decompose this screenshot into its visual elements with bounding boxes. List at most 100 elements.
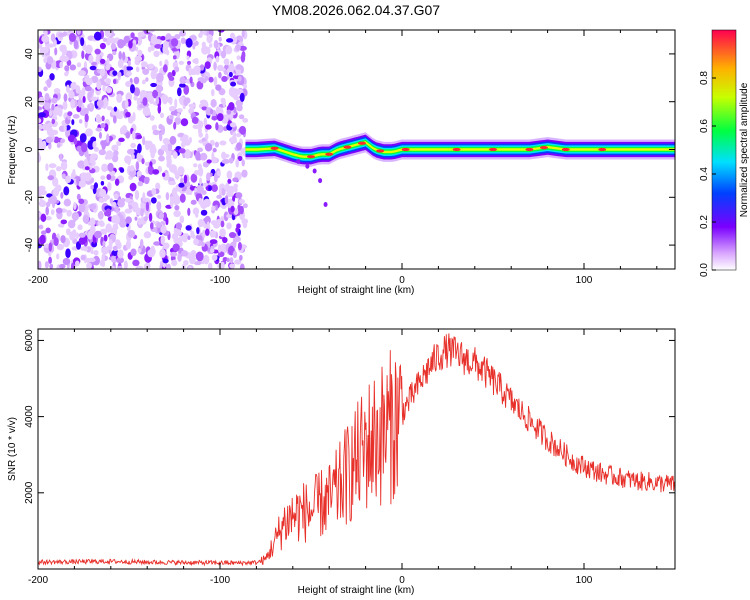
- spectrogram-noise-cell: [84, 246, 89, 252]
- spectrogram-noise-cell: [149, 222, 154, 230]
- spectrogram-noise-cell: [38, 118, 42, 124]
- spectrogram-noise-cell: [192, 124, 200, 129]
- spectrogram-noise-cell: [169, 96, 173, 106]
- spectrogram-noise-cell: [49, 263, 54, 269]
- spectrogram-noise-cell: [199, 64, 205, 71]
- spectrogram-noise-cell: [211, 205, 216, 211]
- spectrogram-noise-cell: [131, 130, 136, 141]
- colorbar-gradient: [711, 29, 737, 271]
- spectrogram-noise-cell: [209, 248, 215, 253]
- spectrogram-noise-cell: [112, 223, 119, 231]
- spectrogram-xtick-label: 0: [399, 275, 405, 286]
- spectrogram-noise-cell: [152, 169, 160, 175]
- spectrogram-noise-cell: [159, 60, 163, 67]
- spectrogram-noise-cell: [141, 79, 146, 85]
- spectrogram-noise-cell: [137, 143, 142, 154]
- spectrogram-tail-cell: [312, 168, 317, 174]
- spectrogram-noise-cell: [198, 197, 203, 205]
- spectrogram-noise-cell: [89, 217, 96, 227]
- spectrogram-hotspot: [561, 147, 570, 152]
- spectrogram-noise-cell: [168, 105, 176, 112]
- spectrogram-noise-cell: [204, 142, 213, 152]
- snr-ytick-label: 6000: [24, 329, 35, 352]
- spectrogram-noise-cell: [226, 109, 232, 115]
- spectrogram-noise-cell: [192, 42, 196, 50]
- spectrogram-noise-cell: [214, 141, 219, 148]
- spectrogram-noise-cell: [224, 64, 229, 70]
- spectrogram-noise-cell: [93, 31, 102, 41]
- spectrogram-noise-cell: [76, 30, 81, 35]
- spectrogram-noise-cell: [105, 208, 112, 217]
- spectrogram-noise-cell: [208, 76, 214, 83]
- spectrogram-noise-cell: [70, 82, 76, 90]
- spectrogram-noise-cell: [193, 238, 200, 246]
- spectrogram-noise-cell: [105, 64, 111, 71]
- spectrogram-noise-cell: [167, 143, 173, 152]
- spectrogram-noise-cell: [137, 181, 144, 187]
- spectrogram-noise-cell: [234, 259, 242, 265]
- spectrogram-noise-cell: [226, 170, 233, 180]
- spectrogram-hotspot: [539, 145, 548, 150]
- spectrogram-noise-cell: [213, 76, 218, 87]
- spectrogram-noise-cell: [132, 259, 140, 267]
- spectrogram-noise-cell: [68, 90, 75, 99]
- spectrogram-noise-cell: [183, 98, 189, 107]
- spectrogram-noise-cell: [70, 262, 75, 269]
- spectrogram-noise-cell: [142, 192, 146, 202]
- spectrogram-noise-cell: [196, 227, 200, 235]
- spectrogram-noise-cell: [62, 101, 68, 110]
- spectrogram-noise-cell: [38, 260, 42, 269]
- spectrogram-noise-cell: [230, 35, 238, 45]
- spectrogram-noise-cell: [154, 39, 162, 45]
- spectrogram-noise-cell: [95, 127, 102, 132]
- spectrogram-noise-cell: [98, 132, 102, 139]
- colorbar-tick-label: 0.6: [699, 119, 710, 133]
- spectrogram-noise-cell: [211, 184, 218, 192]
- spectrogram-noise-cell: [79, 133, 87, 143]
- spectrogram-noise-cell: [215, 55, 220, 63]
- spectrogram-noise-cell: [224, 195, 229, 205]
- spectrogram-noise-cell: [128, 40, 133, 49]
- spectrogram-noise-cell: [216, 219, 222, 224]
- spectrogram-noise-cell: [204, 228, 210, 236]
- spectrogram-noise-cell: [46, 78, 52, 88]
- spectrogram-noise-cell: [83, 158, 89, 167]
- spectrogram-noise-cell: [183, 84, 190, 95]
- spectrogram-noise-cell: [48, 163, 57, 169]
- spectrogram-noise-cell: [72, 229, 77, 236]
- spectrogram-noise-cell: [82, 214, 90, 224]
- spectrogram-noise-cell: [40, 213, 47, 222]
- spectrogram-noise-cell: [232, 131, 237, 140]
- spectrogram-noise-cell: [84, 166, 90, 171]
- spectrogram-noise-cell: [162, 172, 166, 177]
- spectrogram-noise-cell: [199, 30, 204, 36]
- spectrogram-noise-cell: [213, 61, 217, 71]
- spectrogram-noise-cell: [101, 246, 109, 255]
- spectrogram-noise-cell: [230, 205, 235, 213]
- spectrogram-noise-cell: [130, 32, 135, 39]
- spectrogram-noise-cell: [144, 111, 151, 116]
- spectrogram-noise-cell: [158, 131, 163, 142]
- spectrogram-noise-cell: [44, 92, 50, 101]
- spectrogram-noise-cell: [168, 76, 175, 81]
- spectrogram-noise-cell: [187, 235, 191, 241]
- spectrogram-noise-cell: [89, 203, 97, 210]
- spectrogram-noise-cell: [47, 43, 55, 48]
- spectrogram-noise-cell: [241, 30, 245, 38]
- spectrogram-noise-cell: [101, 115, 105, 122]
- spectrogram-hotspot: [357, 141, 366, 145]
- spectrogram-noise-cell: [76, 175, 80, 186]
- spectrogram-noise-cell: [227, 178, 232, 184]
- spectrogram-noise-cell: [140, 208, 144, 217]
- spectrogram-noise-cell: [63, 93, 68, 102]
- spectrogram-noise-cell: [239, 92, 245, 103]
- spectrogram-noise-cell: [162, 137, 170, 145]
- spectrogram-noise-cell: [221, 75, 228, 82]
- spectrogram-noise-cell: [81, 87, 86, 97]
- spectrogram-noise-cell: [220, 229, 226, 238]
- snr-xtick-label: -200: [28, 575, 48, 586]
- spectrogram-noise-cell: [57, 223, 65, 228]
- spectrogram-noise-cell: [136, 152, 142, 162]
- spectrogram-noise-cell: [237, 242, 242, 251]
- spectrogram-noise-cell: [44, 261, 49, 269]
